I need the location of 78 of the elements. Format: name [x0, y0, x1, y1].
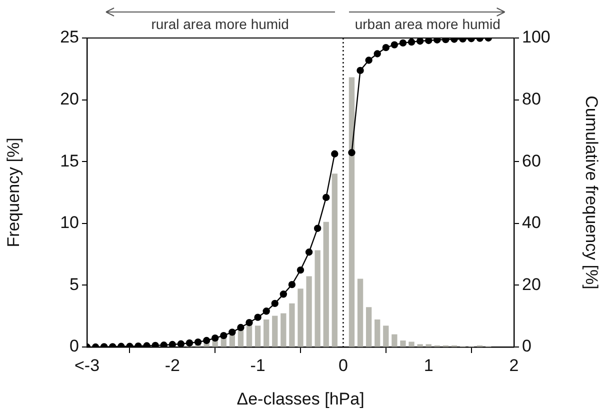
- bar: [357, 278, 364, 347]
- point: [296, 266, 304, 274]
- bar: [417, 344, 423, 347]
- point: [168, 340, 176, 347]
- point: [416, 38, 424, 45]
- point: [271, 300, 278, 308]
- x-tick-label: -1: [250, 356, 266, 375]
- point: [305, 248, 313, 256]
- point: [246, 318, 253, 326]
- x-tick-label: 0: [338, 356, 348, 375]
- y2-tick-label: 20: [522, 274, 541, 294]
- point: [382, 44, 390, 52]
- point: [254, 314, 262, 321]
- x-tick-label: 2: [509, 356, 519, 375]
- y2-axis-title: Cumulative frequency [%]: [582, 96, 602, 290]
- point: [202, 336, 210, 344]
- point: [434, 38, 441, 44]
- point: [356, 66, 364, 74]
- point: [348, 149, 356, 156]
- bar: [272, 316, 278, 347]
- y2-tick-label: 80: [522, 89, 541, 108]
- bar: [280, 313, 286, 347]
- bar: [314, 250, 320, 347]
- point: [186, 339, 194, 347]
- y2-tick-label: 40: [522, 213, 541, 232]
- bar: [298, 288, 304, 347]
- point: [442, 38, 450, 44]
- bar: [264, 319, 270, 347]
- bar: [348, 77, 355, 347]
- x-tick-label: <-3: [74, 356, 100, 375]
- y-tick-label: 20: [60, 89, 79, 108]
- bar: [383, 326, 389, 347]
- bar: [323, 222, 329, 347]
- y-axis-title: Frequency [%]: [4, 138, 23, 248]
- point: [288, 280, 296, 288]
- text: urban area more humid: [354, 16, 500, 32]
- y-tick-label: 25: [60, 28, 79, 47]
- y-tick-label: 10: [60, 213, 79, 232]
- x-tick-label: -2: [164, 356, 180, 375]
- y-tick-label: 15: [60, 151, 79, 170]
- point: [399, 39, 407, 47]
- point: [220, 332, 228, 340]
- point: [194, 338, 202, 346]
- point: [365, 56, 372, 64]
- bar: [332, 174, 338, 347]
- bar: [426, 344, 432, 347]
- point: [212, 334, 219, 342]
- point: [390, 41, 398, 48]
- y2-tick-label: 100: [522, 28, 550, 47]
- point: [237, 324, 244, 332]
- point: [408, 38, 416, 46]
- point: [228, 328, 236, 336]
- y-tick-label: 0: [70, 336, 79, 356]
- point: [177, 340, 185, 347]
- x-tick-label: 1: [424, 356, 434, 375]
- x-axis-title: Δe-classes [hPa]: [236, 389, 364, 408]
- bar: [408, 342, 414, 347]
- bar: [246, 324, 252, 347]
- bar: [366, 307, 372, 347]
- point: [322, 194, 330, 202]
- y2-tick-label: 0: [522, 336, 532, 356]
- point: [331, 150, 338, 158]
- point: [314, 224, 322, 232]
- point: [425, 38, 432, 44]
- point: [152, 342, 159, 347]
- point: [160, 342, 168, 347]
- bar: [254, 326, 261, 347]
- point: [262, 308, 270, 315]
- y2-tick-label: 60: [522, 151, 541, 170]
- bar: [392, 334, 398, 347]
- bar: [289, 303, 295, 347]
- point: [374, 50, 381, 58]
- point: [280, 290, 288, 298]
- text: rural area more humid: [151, 16, 289, 32]
- y-tick-label: 5: [70, 274, 79, 294]
- bar: [400, 340, 406, 347]
- bar: [306, 276, 312, 347]
- bar: [374, 319, 380, 347]
